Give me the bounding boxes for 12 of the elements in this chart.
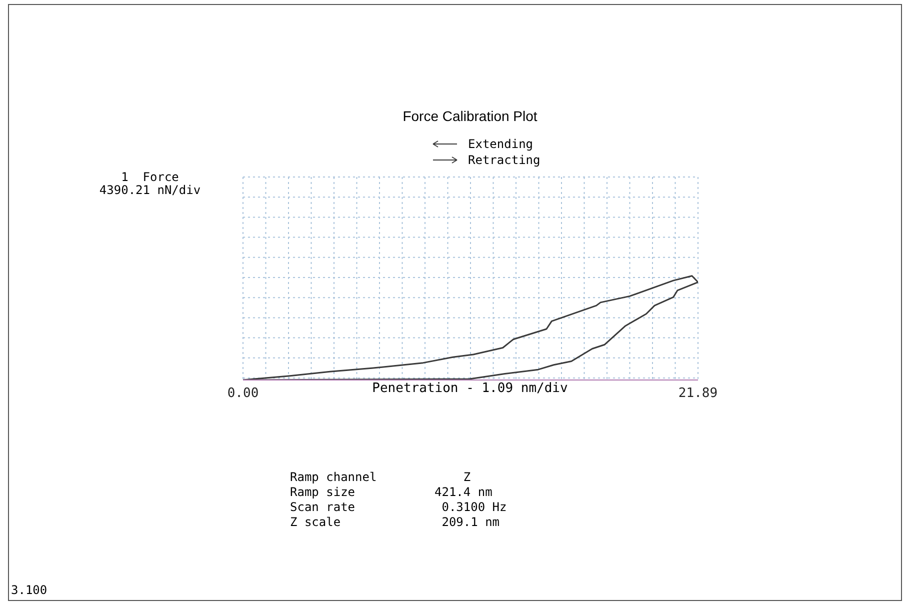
chart-title: Force Calibration Plot: [402, 108, 538, 124]
text: Ramp size 421.4 nm: [290, 485, 494, 500]
legend-label: Retracting: [468, 153, 540, 167]
text: Ramp channel Z: [290, 470, 472, 485]
legend-label: Extending: [468, 137, 534, 151]
x-tick-label: 21.89: [678, 386, 718, 402]
text: Scan rate 0.3100 Hz: [290, 500, 507, 515]
text: 3.100: [11, 583, 48, 597]
text: 1 Force 4390.21 nN/div: [98, 170, 202, 197]
x-axis-title: Penetration - 1.09 nm/div: [371, 381, 569, 396]
x-tick-label: 0.00: [227, 386, 259, 402]
text: Z scale 209.1 nm: [290, 515, 501, 530]
